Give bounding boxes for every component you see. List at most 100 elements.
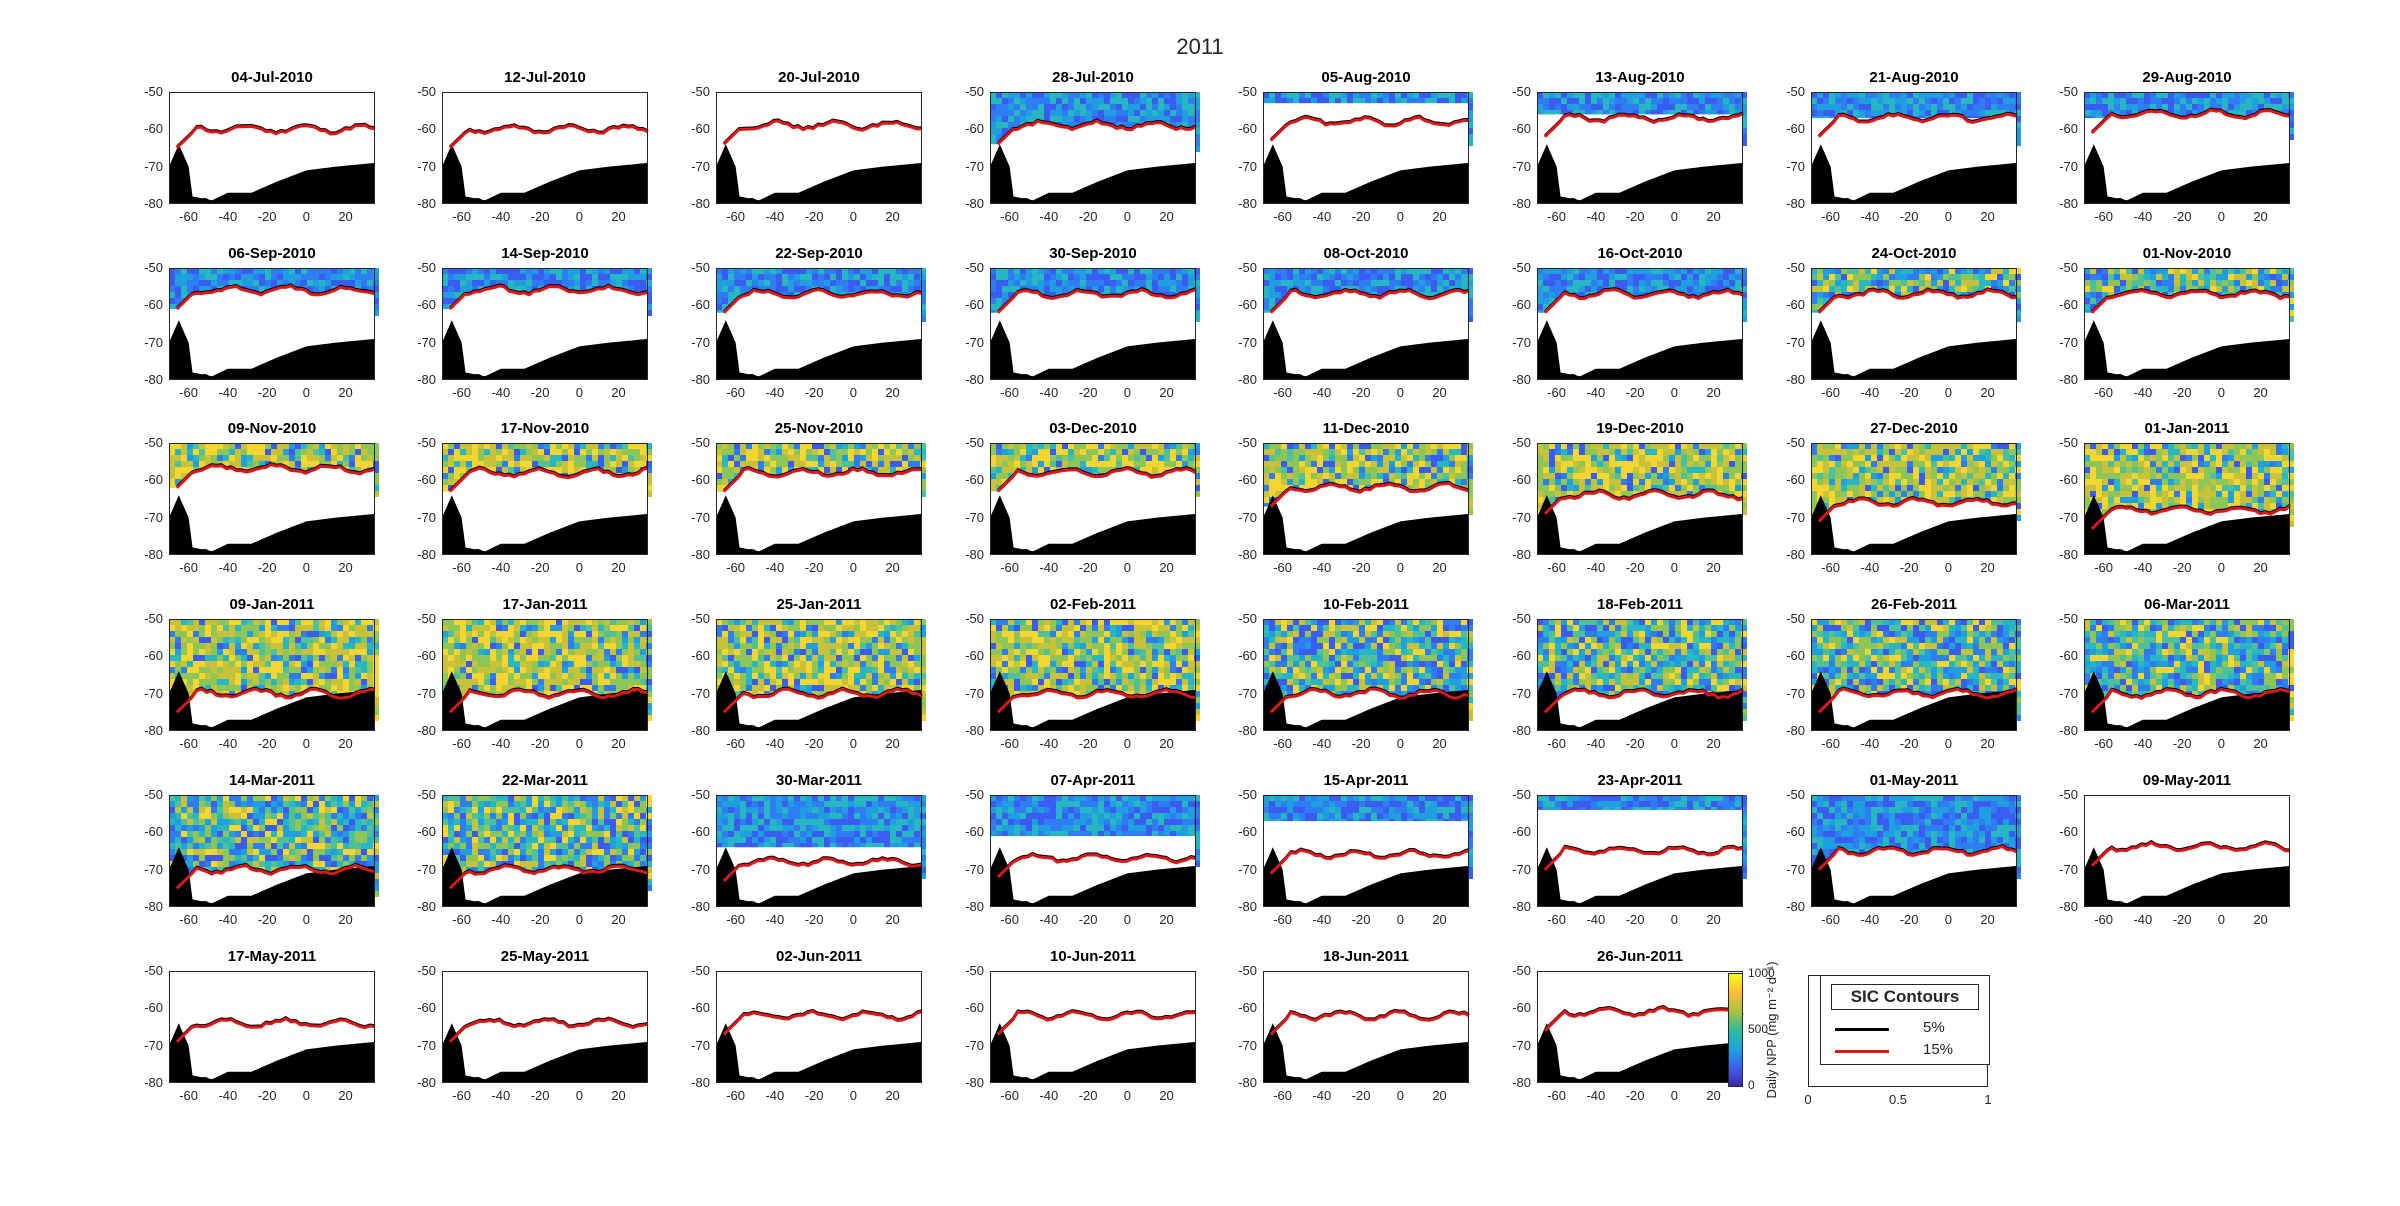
- npp-cell: [1455, 98, 1461, 104]
- npp-cell: [1146, 280, 1152, 286]
- axes-frame: [2084, 268, 2290, 380]
- npp-cell: [1663, 274, 1669, 280]
- npp-cell: [1068, 104, 1074, 110]
- npp-cell: [1032, 268, 1038, 274]
- y-tick-label: -60: [691, 297, 710, 313]
- npp-cell: [2138, 98, 2144, 104]
- y-tick-label: -60: [1512, 121, 1531, 137]
- npp-cell: [1645, 274, 1651, 280]
- npp-cell: [1419, 286, 1425, 292]
- npp-cell: [229, 449, 235, 455]
- npp-cell: [842, 286, 848, 292]
- npp-cell: [343, 449, 349, 455]
- npp-cell: [1104, 104, 1110, 110]
- npp-cell: [1401, 268, 1407, 274]
- npp-cell: [1741, 92, 1747, 98]
- npp-cell: [1086, 286, 1092, 292]
- npp-cell: [1991, 92, 1997, 98]
- npp-cell: [1371, 98, 1377, 104]
- npp-cell: [580, 449, 586, 455]
- npp-cell: [1871, 92, 1877, 98]
- npp-cell: [1026, 92, 1032, 98]
- npp-cell: [1323, 280, 1329, 286]
- npp-cell: [211, 280, 217, 286]
- npp-cell: [331, 449, 337, 455]
- npp-cell: [373, 485, 379, 491]
- npp-cell: [722, 292, 728, 298]
- npp-cell: [1104, 116, 1110, 122]
- npp-cell: [235, 443, 241, 449]
- npp-cell: [1675, 104, 1681, 110]
- npp-cell: [1323, 274, 1329, 280]
- npp-cell: [508, 268, 514, 274]
- map-panel: 29-Aug-2010 -50 -60 -70 -80 -60 -40 -20 0 20: [2059, 69, 2294, 231]
- npp-cell: [247, 286, 253, 292]
- npp-cell: [1299, 280, 1305, 286]
- npp-cell: [2252, 268, 2258, 274]
- npp-cell: [1973, 98, 1979, 104]
- npp-cell: [1723, 280, 1729, 286]
- npp-cell: [908, 280, 914, 286]
- npp-cell: [1835, 286, 1841, 292]
- npp-cell: [514, 268, 520, 274]
- npp-cell: [1194, 274, 1200, 280]
- npp-cell: [1937, 286, 1943, 292]
- npp-cell: [1901, 104, 1907, 110]
- npp-cell: [199, 286, 205, 292]
- npp-cell: [1128, 268, 1134, 274]
- npp-cell: [824, 268, 830, 274]
- npp-cell: [1068, 286, 1074, 292]
- npp-cell: [1555, 92, 1561, 98]
- npp-cell: [604, 274, 610, 280]
- x-tick-label: -20: [257, 560, 277, 575]
- npp-cell: [2228, 286, 2234, 292]
- x-tick-label: 0: [1123, 209, 1131, 224]
- npp-cell: [1997, 110, 2003, 116]
- npp-cell: [1705, 280, 1711, 286]
- npp-cell: [1537, 304, 1543, 310]
- npp-cell: [1811, 104, 1817, 110]
- npp-cell: [355, 274, 361, 280]
- npp-cell: [1585, 104, 1591, 110]
- npp-cell: [1877, 110, 1883, 116]
- npp-cell: [1585, 98, 1591, 104]
- npp-cell: [1925, 98, 1931, 104]
- npp-cell: [295, 443, 301, 449]
- npp-cell: [1074, 92, 1080, 98]
- npp-cell: [1823, 274, 1829, 280]
- npp-cell: [1170, 110, 1176, 116]
- npp-cell: [1961, 98, 1967, 104]
- npp-cell: [996, 292, 1002, 298]
- npp-cell: [914, 280, 920, 286]
- npp-cell: [253, 274, 259, 280]
- npp-cell: [1335, 280, 1341, 286]
- npp-cell: [2282, 104, 2288, 110]
- npp-cell: [1829, 92, 1835, 98]
- npp-cell: [550, 443, 556, 449]
- map-panel: 01-Nov-2010 -50 -60 -70 -80 -60 -40 -20 0 20: [2059, 245, 2294, 400]
- npp-cell: [616, 455, 622, 461]
- npp-cell: [860, 280, 866, 286]
- npp-cell: [1062, 92, 1068, 98]
- npp-cell: [634, 467, 640, 473]
- npp-cell: [1026, 104, 1032, 110]
- npp-cell: [187, 268, 193, 274]
- npp-cell: [1086, 268, 1092, 274]
- y-tick-label: -70: [2059, 334, 2078, 350]
- npp-cell: [442, 304, 448, 310]
- npp-cell: [2186, 110, 2192, 116]
- antarctica-land: [716, 144, 922, 204]
- npp-cell: [1188, 122, 1194, 128]
- npp-cell: [1074, 98, 1080, 104]
- npp-cell: [1967, 92, 1973, 98]
- npp-cell: [2096, 298, 2102, 304]
- npp-cell: [788, 274, 794, 280]
- npp-cell: [538, 280, 544, 286]
- npp-cell: [2126, 280, 2132, 286]
- island: [1567, 198, 1578, 205]
- npp-cell: [1122, 268, 1128, 274]
- npp-cell: [1092, 268, 1098, 274]
- npp-cell: [1651, 274, 1657, 280]
- map-plot: [1811, 268, 2021, 381]
- npp-cell: [478, 280, 484, 286]
